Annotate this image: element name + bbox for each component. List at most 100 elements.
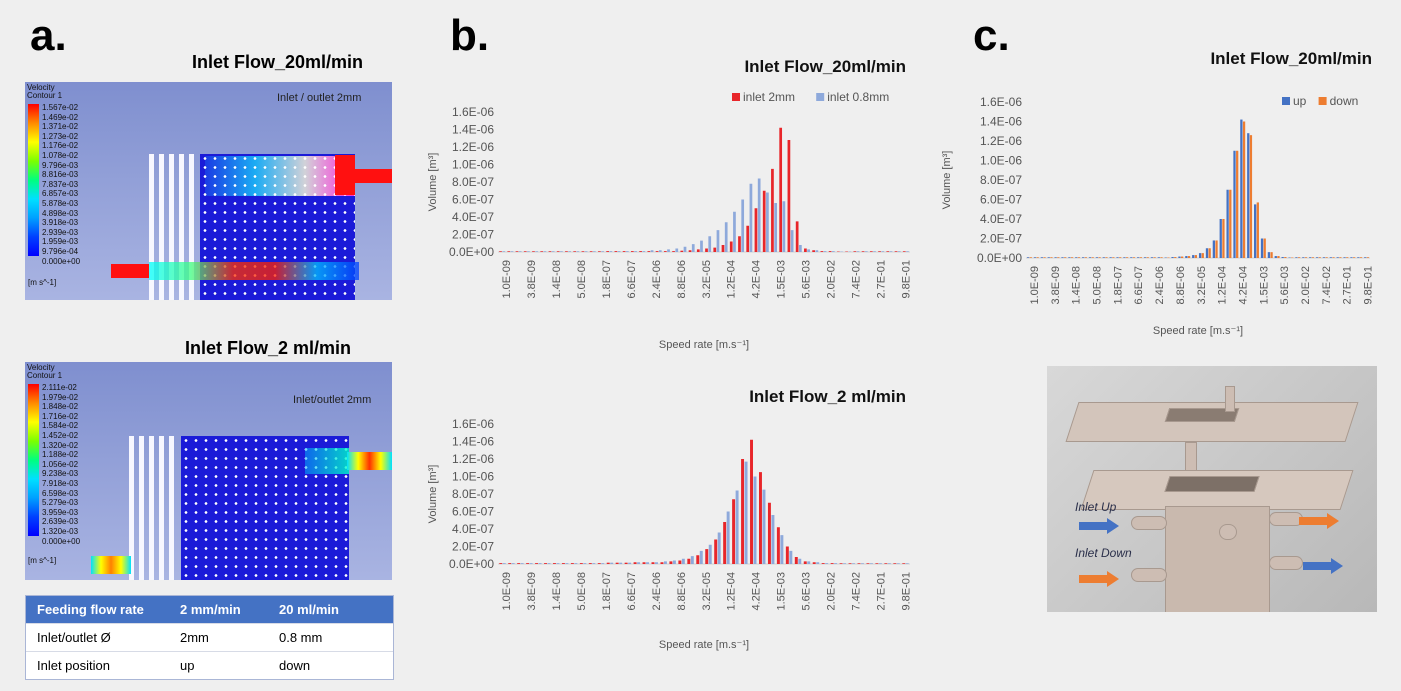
legend-title: Velocity	[27, 363, 55, 372]
y-tick-label: 1.0E-06	[452, 158, 494, 172]
legend-value: 1.176e-02	[42, 141, 79, 151]
bar	[699, 550, 703, 564]
bar	[681, 558, 685, 564]
legend-value: 0.000e+00	[42, 256, 81, 266]
x-tick-label: 9.8E-01	[1363, 266, 1375, 305]
bar	[502, 563, 506, 564]
x-tick-label: 3.8E-09	[526, 260, 538, 299]
bar	[508, 563, 512, 564]
bar	[1346, 257, 1349, 258]
bar	[1102, 257, 1105, 258]
bar	[655, 562, 658, 564]
bar	[887, 563, 891, 564]
bar	[852, 563, 856, 564]
bar	[515, 251, 519, 252]
top-connector	[1225, 386, 1235, 412]
table-cell: Inlet position	[37, 658, 110, 673]
panel-b-letter: b.	[450, 11, 490, 60]
bar	[669, 561, 673, 564]
bar	[1064, 257, 1067, 258]
bar	[610, 562, 614, 564]
bar	[1222, 219, 1225, 258]
bar	[1240, 119, 1243, 258]
bar	[1212, 240, 1215, 258]
bar	[1181, 256, 1184, 258]
bar	[1311, 257, 1314, 258]
bar	[766, 192, 769, 252]
bar	[647, 251, 651, 252]
bar	[625, 251, 629, 252]
legend-value: 5.279e-03	[42, 498, 79, 508]
blue-arrow-icon	[1079, 518, 1119, 534]
outlet-pipe	[347, 452, 392, 470]
x-tick-label: 9.8E-01	[901, 572, 913, 611]
bar	[825, 563, 829, 564]
y-tick-label: 1.2E-06	[452, 140, 494, 154]
cfd-bottom-title: Inlet Flow_2 ml/min	[185, 338, 352, 358]
bar	[861, 563, 864, 564]
legend-value: 1.452e-02	[42, 431, 79, 440]
bar	[593, 251, 596, 252]
bar	[735, 490, 739, 564]
bar	[1187, 256, 1191, 258]
bar	[672, 560, 676, 564]
bar	[1339, 257, 1342, 258]
legend-value: 9.796e-04	[42, 247, 79, 256]
color-scale-bar	[28, 384, 39, 536]
bar	[776, 527, 780, 564]
legend-value: 1.078e-02	[42, 151, 79, 160]
bar	[708, 544, 712, 564]
bar	[696, 555, 700, 564]
bar	[724, 222, 728, 252]
bar	[579, 563, 583, 564]
bar	[675, 248, 679, 252]
bar	[780, 535, 784, 564]
bar	[1201, 253, 1204, 258]
device-render-photo: Inlet Up Inlet Down	[1047, 366, 1377, 612]
bar	[560, 251, 563, 252]
table-cell: down	[279, 658, 311, 673]
legend-label: inlet 0.8mm	[827, 90, 889, 104]
bar	[1297, 257, 1301, 258]
outlet-up-port	[1269, 512, 1303, 526]
bar	[726, 511, 730, 564]
bar	[1192, 255, 1195, 258]
bar	[893, 563, 897, 564]
legend-value: 1.716e-02	[42, 411, 79, 421]
bar	[543, 251, 547, 252]
y-tick-label: 1.0E-06	[980, 154, 1022, 168]
x-tick-label: 1.5E-03	[776, 260, 788, 299]
bar	[663, 561, 667, 564]
y-tick-label: 2.0E-07	[452, 228, 494, 242]
bar	[650, 250, 654, 252]
bar	[782, 201, 786, 252]
legend-value: 6.857e-03	[42, 189, 79, 199]
x-tick-label: 2.7E-01	[1342, 266, 1354, 305]
bar	[815, 250, 819, 252]
bar	[667, 249, 670, 252]
y-tick-label: 6.0E-07	[452, 505, 494, 519]
x-tick-label: 2.4E-06	[651, 260, 663, 299]
x-tick-label: 2.0E-02	[826, 572, 838, 611]
bar	[1132, 257, 1136, 258]
bar	[1274, 256, 1277, 258]
table-cell: 2mm	[180, 630, 209, 645]
bar	[856, 251, 860, 252]
legend-label: up	[1293, 94, 1307, 108]
legend-title: Velocity	[27, 83, 55, 92]
bar	[1236, 150, 1239, 258]
bar	[744, 461, 748, 564]
bar	[750, 439, 753, 564]
bar	[789, 550, 793, 564]
bar	[787, 140, 791, 252]
bar	[540, 251, 544, 252]
bar	[869, 251, 873, 252]
bar	[1277, 256, 1280, 258]
bar	[705, 549, 709, 564]
parameters-table: Feeding flow rate 2 mm/min 20 ml/min Inl…	[25, 595, 394, 680]
bar	[767, 502, 771, 564]
inlet-down-label: Inlet Down	[1075, 546, 1132, 560]
bar	[526, 563, 530, 564]
bar	[1088, 257, 1092, 258]
bar	[581, 251, 585, 252]
